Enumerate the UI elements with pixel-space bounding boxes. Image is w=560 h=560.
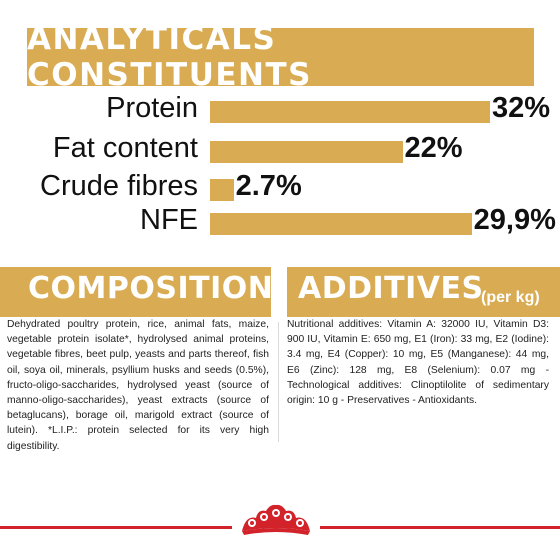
crown-logo-icon: [242, 504, 310, 535]
fat-content-value: 22%: [404, 132, 463, 164]
protein-bar: [210, 101, 490, 123]
additives-subtitle: (per kg): [481, 289, 540, 306]
protein-label: Protein: [106, 92, 198, 124]
row-nfe: NFE 29,9%: [0, 200, 560, 240]
crude-fibres-bar: [210, 179, 234, 201]
footer-line-right: [320, 526, 560, 529]
protein-value: 32%: [492, 92, 551, 124]
crude-fibres-value: 2.7%: [235, 170, 302, 202]
row-fat-content: Fat content 22%: [0, 128, 560, 168]
fat-content-bar: [210, 141, 403, 163]
column-divider: [278, 322, 279, 442]
fat-content-label: Fat content: [52, 132, 198, 164]
composition-banner: COMPOSITION: [0, 267, 274, 317]
crude-fibres-label: Crude fibres: [40, 170, 198, 202]
nfe-value: 29,9%: [473, 204, 556, 236]
additives-text: Nutritional additives: Vitamin A: 32000 …: [287, 319, 549, 407]
analyticals-banner: ANALYTICALS CONSTITUENTS: [27, 21, 534, 93]
nfe-bar: [210, 213, 472, 235]
footer-line-left: [0, 526, 232, 529]
composition-title: COMPOSITION: [28, 271, 274, 306]
row-crude-fibres: Crude fibres 2.7%: [0, 166, 560, 206]
composition-text: Dehydrated poultry protein, rice, animal…: [7, 319, 269, 452]
row-protein: Protein 32%: [0, 88, 560, 128]
additives-title: ADDITIVES: [298, 271, 484, 306]
additives-banner: ADDITIVES (per kg): [287, 267, 560, 317]
analyticals-title: ANALYTICALS CONSTITUENTS: [27, 21, 312, 93]
nfe-label: NFE: [140, 204, 198, 236]
